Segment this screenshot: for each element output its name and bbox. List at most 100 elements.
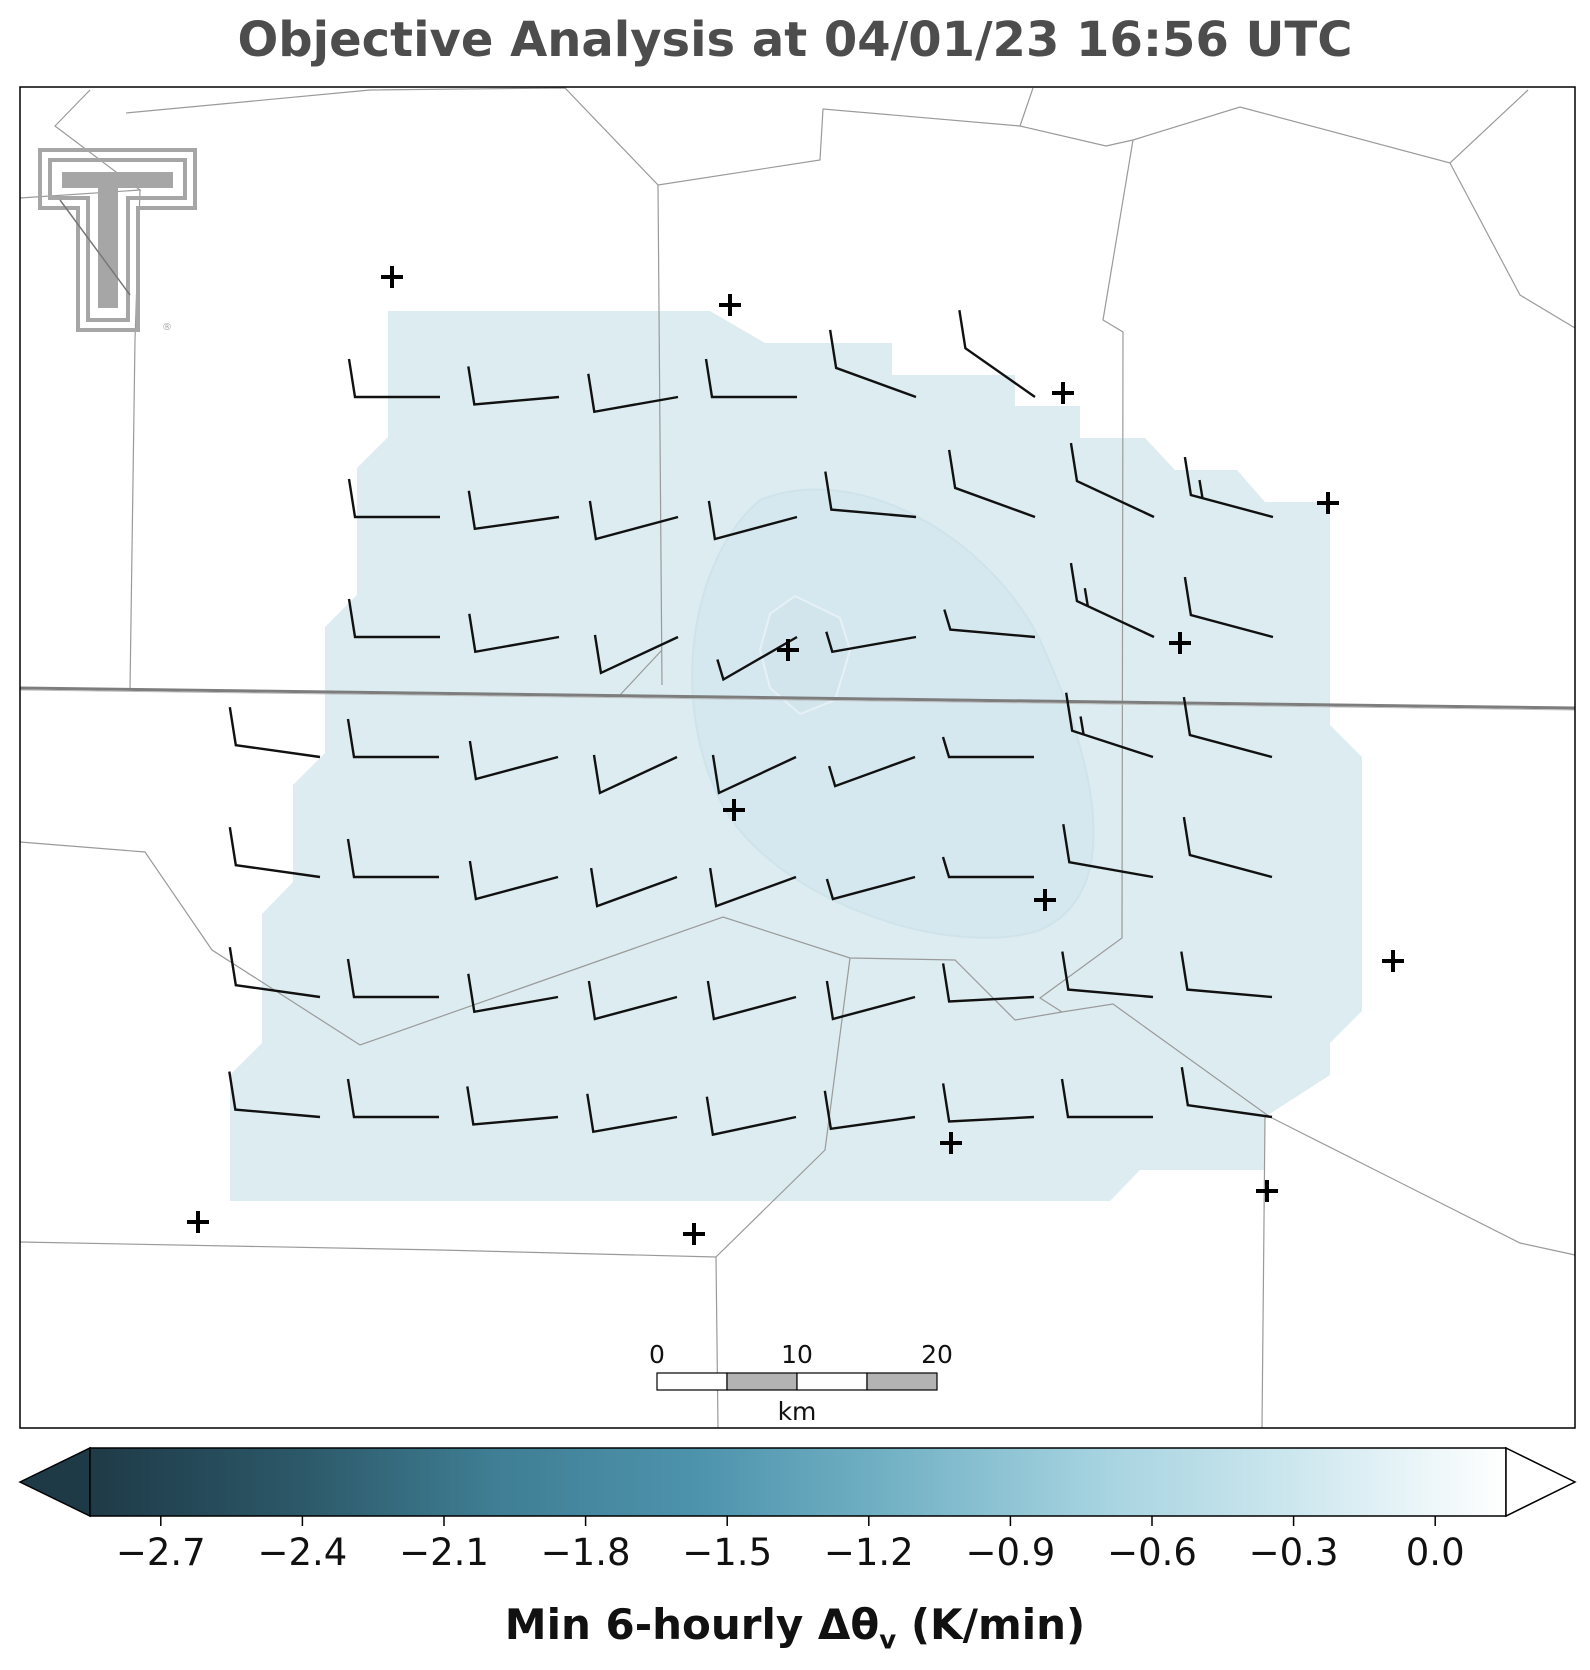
- wind-barb: [346, 838, 439, 879]
- wind-barb-shaft: [706, 980, 797, 1021]
- wind-barb-shaft: [467, 366, 560, 406]
- wind-barb: [825, 875, 916, 901]
- wind-barb: [347, 358, 440, 399]
- wind-barb-shaft: [468, 613, 560, 654]
- wind-barb-shaft: [823, 1090, 916, 1131]
- colorbar-label-main: Min 6-hourly Δθ: [504, 1600, 880, 1649]
- wind-barb: [705, 1096, 797, 1137]
- wind-barb-shaft: [586, 1093, 678, 1134]
- wind-barb: [943, 609, 1036, 639]
- analysis-min-contour: [758, 594, 852, 716]
- wind-barb: [941, 963, 1035, 1003]
- wind-barb: [824, 471, 917, 519]
- wind-barb: [1061, 951, 1154, 999]
- county-line: [1019, 87, 1034, 127]
- wind-barb-shaft: [943, 609, 1036, 639]
- wind-barb: [941, 1083, 1035, 1123]
- logo-inner-t: [62, 172, 173, 308]
- wind-barb-half-flag: [1198, 479, 1204, 499]
- wind-barb: [708, 867, 797, 908]
- wind-barb-shaft: [704, 358, 797, 399]
- wind-barb: [228, 946, 321, 999]
- wind-barb-shaft: [466, 1086, 559, 1126]
- wind-barb-shaft: [228, 946, 321, 999]
- wind-barb: [1182, 696, 1273, 759]
- wind-barb-shaft: [1060, 1078, 1153, 1119]
- wind-barb: [827, 755, 916, 788]
- state-boundary-highlight: [19, 689, 1576, 711]
- wind-barb: [346, 958, 439, 999]
- wind-barb-shaft: [825, 980, 916, 1021]
- colorbar-extend-high: [1505, 1446, 1577, 1518]
- station-marker: [683, 1223, 705, 1245]
- wind-barb-shaft: [941, 736, 1034, 759]
- map-title: Objective Analysis at 04/01/23 16:56 UTC: [237, 12, 1353, 68]
- wind-barb: [1064, 692, 1154, 759]
- wind-barb: [228, 826, 321, 879]
- wind-barb: [468, 740, 559, 781]
- colorbar-ticks: −2.7 −2.4 −2.1 −1.8 −1.5 −1.2 −0.9 −0.6 −0.3 0.0: [116, 1516, 1465, 1574]
- wind-barb-shaft: [593, 634, 679, 675]
- colorbar-tick-label: −2.4: [257, 1531, 347, 1574]
- station-marker: [940, 1132, 962, 1154]
- map-figure: ® 0 10 20 km: [19, 86, 1576, 1429]
- wind-barb: [941, 856, 1034, 879]
- wind-barb-shaft: [941, 963, 1035, 1003]
- colorbar-label-tail: (K/min): [896, 1600, 1086, 1649]
- colorbar-tick-label: 0.0: [1406, 1531, 1465, 1574]
- colorbar-tick-label: −2.7: [116, 1531, 206, 1574]
- colorbar-tick-label: −0.6: [1107, 1531, 1197, 1574]
- wind-barb-half-flag: [1079, 716, 1085, 735]
- station-marker: [187, 1211, 209, 1233]
- wind-barb: [958, 310, 1036, 398]
- wind-barb-shaft: [587, 980, 678, 1021]
- wind-barb: [346, 1078, 439, 1119]
- county-line: [1038, 139, 1576, 1256]
- wind-barb-shaft: [468, 860, 559, 901]
- wind-barb: [1183, 456, 1274, 519]
- wind-barb-shaft: [1061, 951, 1154, 999]
- logo-slash: [59, 199, 131, 296]
- wind-barb: [1062, 824, 1154, 879]
- wind-barb: [347, 598, 440, 639]
- wind-barb: [825, 980, 916, 1021]
- wind-barb-shaft: [705, 1096, 797, 1137]
- wind-barb: [1069, 562, 1155, 639]
- colorbar-tick-label: −0.3: [1249, 1531, 1339, 1574]
- wind-barb-shaft: [1182, 816, 1273, 879]
- wind-barb-shaft: [346, 1078, 439, 1119]
- analysis-field: [230, 311, 1362, 1201]
- county-line: [619, 649, 663, 696]
- station-marker: [1034, 889, 1056, 911]
- wind-barb: [592, 754, 678, 795]
- wind-barb-shaft: [708, 867, 797, 908]
- wind-barb-shaft: [941, 1083, 1035, 1123]
- scale-label-20: 20: [921, 1340, 953, 1369]
- wind-barb-shaft: [1069, 562, 1155, 639]
- wind-barb-shaft: [347, 358, 440, 399]
- wind-barb-shaft: [1069, 442, 1155, 519]
- wind-barb: [589, 867, 678, 908]
- wind-barb: [1183, 576, 1274, 639]
- wind-barb: [346, 718, 439, 759]
- wind-barbs: [228, 310, 1274, 1137]
- wind-barb: [1180, 951, 1273, 999]
- wind-barb-shaft: [947, 449, 1036, 519]
- wind-barb: [347, 478, 440, 519]
- wind-barb-shaft: [346, 718, 439, 759]
- colorbar-tick-label: −0.9: [965, 1531, 1055, 1574]
- colorbar-body: [89, 1447, 1507, 1517]
- wind-barb-shaft: [228, 826, 321, 879]
- wind-barb-shaft: [827, 755, 916, 788]
- wind-barb: [468, 860, 559, 901]
- wind-barb-shaft: [1182, 696, 1273, 759]
- wind-barb: [828, 329, 917, 399]
- stations: [187, 266, 1404, 1245]
- scale-unit: km: [778, 1397, 817, 1426]
- colorbar-extend-low: [18, 1446, 91, 1518]
- wind-barb-shaft: [1183, 576, 1274, 639]
- scale-seg-2: [726, 1372, 798, 1391]
- scale-label-0: 0: [649, 1340, 665, 1369]
- wind-barb-shaft: [707, 500, 798, 541]
- state-boundary: [19, 686, 1576, 710]
